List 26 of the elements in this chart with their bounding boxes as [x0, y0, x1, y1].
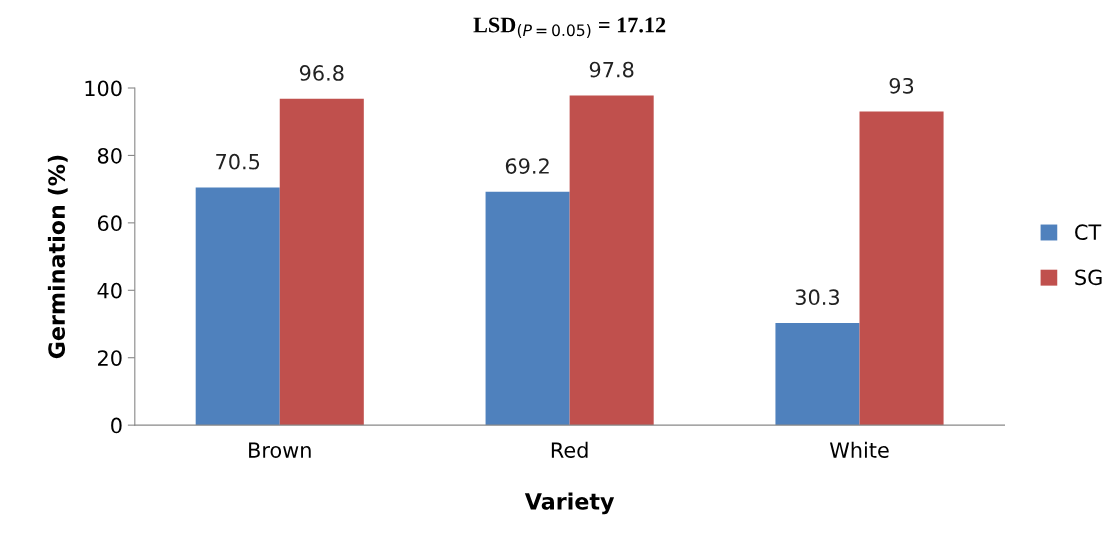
- chart-title: LSD$_{(P=0.05)}$ = 17.12: [473, 17, 666, 38]
- data-label: 30.3: [795, 289, 839, 306]
- legend-label: SG: [1075, 269, 1102, 286]
- bar: [775, 322, 860, 426]
- y-tick-label: 60: [97, 215, 122, 232]
- y-tick-label: 40: [97, 282, 122, 299]
- data-label: 93: [889, 77, 914, 94]
- x-tick-label: Red: [551, 441, 588, 458]
- bar: [195, 187, 280, 426]
- x-tick-label: White: [829, 441, 889, 458]
- y-tick-label: 100: [85, 80, 122, 97]
- bar: [485, 191, 570, 426]
- x-tick-label: Brown: [249, 442, 311, 458]
- y-tick-label: 0: [111, 417, 122, 434]
- data-label: 70.5: [216, 153, 260, 170]
- y-tick-label: 20: [98, 350, 122, 366]
- bar: [279, 98, 364, 426]
- y-tick-label: 80: [97, 147, 122, 164]
- legend-label: CT: [1075, 224, 1102, 241]
- data-label: 69.2: [505, 158, 549, 174]
- bar: [859, 111, 944, 426]
- data-label: 97.8: [589, 61, 634, 78]
- data-label: 96.8: [299, 65, 344, 81]
- y-axis-title: Germination (%): [47, 155, 68, 359]
- bar: [569, 95, 654, 426]
- x-axis-title: Variety: [524, 492, 615, 515]
